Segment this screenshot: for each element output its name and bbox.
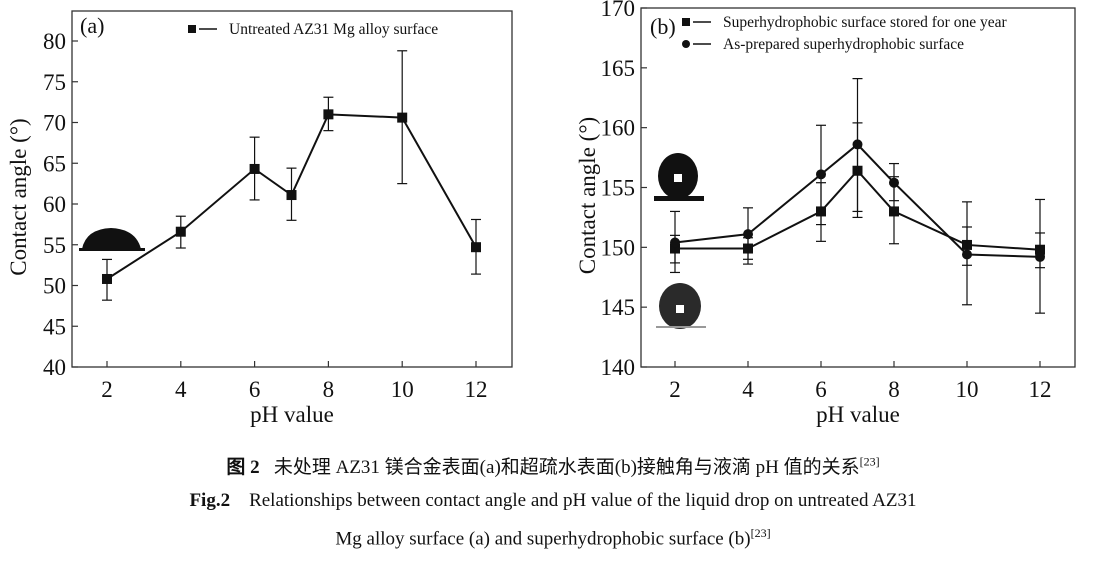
y-tick-label: 70 xyxy=(43,111,66,136)
y-tick-label: 65 xyxy=(43,151,66,176)
caption-en-ref: [23] xyxy=(750,526,771,540)
panel-label: (a) xyxy=(80,13,104,38)
x-tick-label: 12 xyxy=(1029,377,1052,402)
figure-charts: 40 45 50 55 60 65 70 75 80 2 4 6 8 10 12 pH value Contac… xyxy=(6,0,1076,427)
data-point-square xyxy=(397,112,408,123)
x-tick-label: 10 xyxy=(391,377,414,402)
data-point-circle xyxy=(816,169,826,180)
x-tick-label: 2 xyxy=(669,377,681,402)
legend-label: Untreated AZ31 Mg alloy surface xyxy=(229,21,438,38)
legend-marker-square xyxy=(188,25,196,33)
x-tick-label: 10 xyxy=(956,377,979,402)
x-tick-label: 12 xyxy=(465,377,488,402)
chart-panel-b: 140 145 150 155 160 165 170 2 4 6 8 10 12 pH value Con… xyxy=(575,0,1076,427)
x-tick-label: 8 xyxy=(888,377,900,402)
caption-english-line2: Mg alloy surface (a) and superhydrophobi… xyxy=(0,526,1106,550)
y-tick-label: 145 xyxy=(601,295,636,320)
legend-marker-circle xyxy=(682,40,690,48)
data-point-circle xyxy=(1035,251,1045,262)
data-point-circle xyxy=(670,237,680,248)
data-point-square xyxy=(323,109,334,120)
data-point-circle xyxy=(743,229,753,240)
data-point-square xyxy=(102,273,112,284)
droplet-image-stored xyxy=(654,153,704,201)
x-tick-label: 6 xyxy=(249,377,261,402)
y-tick-label: 55 xyxy=(43,233,66,258)
data-point-square xyxy=(249,163,260,174)
caption-cn-text: 未处理 AZ31 镁合金表面(a)和超疏水表面(b)接触角与液滴 pH 值的关系 xyxy=(273,457,860,478)
caption-en-line1: Relationships between contact angle and … xyxy=(249,490,917,511)
x-tick-label: 4 xyxy=(175,377,187,402)
data-point-square xyxy=(471,242,481,253)
y-tick-label: 50 xyxy=(43,274,66,299)
caption-en-label: Fig.2 xyxy=(189,490,231,511)
y-tick-label: 160 xyxy=(601,116,636,141)
y-tick-label: 155 xyxy=(601,176,636,201)
y-tick-label: 165 xyxy=(601,56,636,81)
chart-panel-a: 40 45 50 55 60 65 70 75 80 2 4 6 8 10 12 pH value Contac… xyxy=(6,10,513,427)
x-tick-label: 2 xyxy=(101,377,113,402)
data-point-circle xyxy=(852,139,863,150)
x-tick-label: 4 xyxy=(742,377,754,402)
y-axis-label: Contact angle (°) xyxy=(575,117,600,274)
data-point-square xyxy=(175,226,186,237)
y-tick-label: 150 xyxy=(601,235,636,260)
x-tick-label: 8 xyxy=(323,377,335,402)
y-tick-label: 170 xyxy=(601,0,636,21)
data-point-circle xyxy=(889,177,899,188)
caption-cn-ref: [23] xyxy=(859,454,880,469)
legend-label: As-prepared superhydrophobic surface xyxy=(723,36,964,53)
caption-chinese: 图 2 未处理 AZ31 镁合金表面(a)和超疏水表面(b)接触角与液滴 pH … xyxy=(0,452,1106,479)
panel-label: (b) xyxy=(650,14,676,39)
caption-en-line2: Mg alloy surface (a) and superhydrophobi… xyxy=(335,528,751,550)
x-axis-label: pH value xyxy=(250,402,334,427)
x-axis-label: pH value xyxy=(816,402,900,427)
y-tick-label: 80 xyxy=(43,29,66,54)
legend-marker-square xyxy=(682,18,690,26)
y-tick-label: 140 xyxy=(601,355,636,380)
caption-english-line1: Fig.2 Relationships between contact angl… xyxy=(0,490,1106,512)
y-tick-label: 60 xyxy=(43,192,66,217)
x-tick-label: 6 xyxy=(815,377,827,402)
droplet-image-untreated xyxy=(79,228,145,251)
droplet-image-as-prepared xyxy=(656,283,706,329)
y-axis-label: Contact angle (°) xyxy=(6,118,31,275)
caption-cn-label: 图 2 xyxy=(226,457,260,478)
data-point-circle xyxy=(962,249,972,260)
data-point-square xyxy=(889,206,899,217)
y-tick-label: 45 xyxy=(43,314,66,339)
y-tick-label: 40 xyxy=(43,355,66,380)
plot-frame xyxy=(71,10,513,368)
data-point-square xyxy=(286,190,297,201)
y-tick-label: 75 xyxy=(43,70,66,95)
legend-label: Superhydrophobic surface stored for one … xyxy=(723,14,1007,31)
